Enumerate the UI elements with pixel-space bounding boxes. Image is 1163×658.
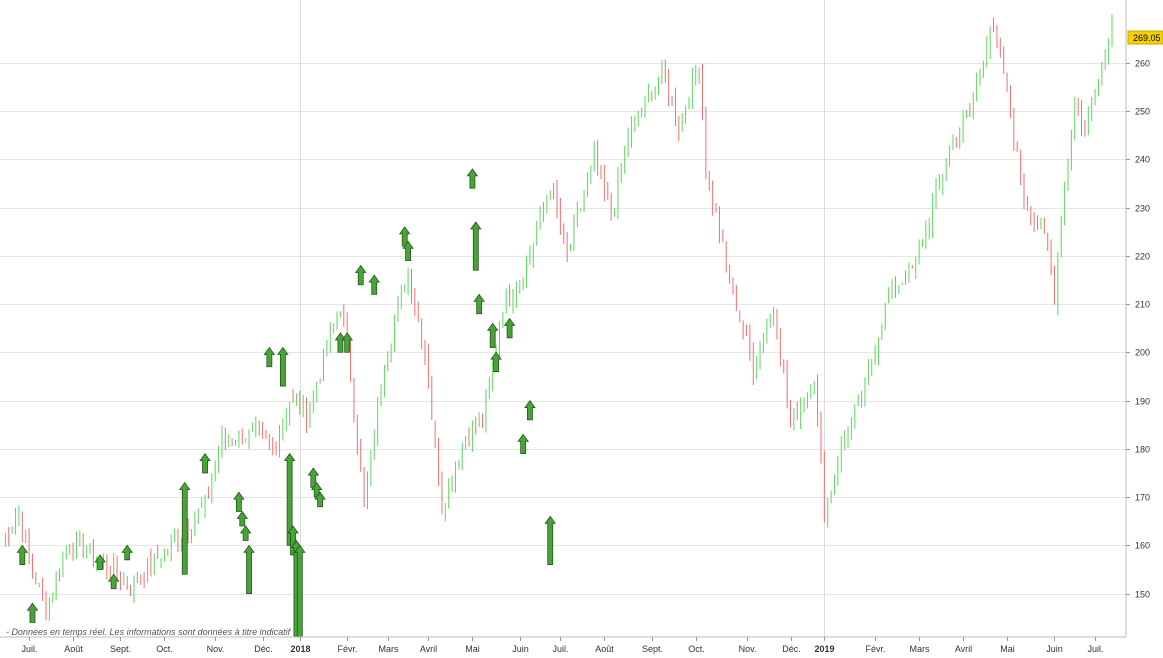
buy-signal-arrow — [243, 544, 255, 594]
buy-signal-arrow — [524, 399, 536, 421]
buy-signal-arrow — [486, 322, 499, 348]
buy-signal-arrow — [233, 491, 245, 512]
y-tick-label: 190 — [1135, 397, 1150, 407]
y-tick-label: 230 — [1135, 204, 1150, 214]
x-tick-label: Juil. — [21, 644, 37, 654]
y-tick-label: 150 — [1135, 590, 1150, 600]
x-tick-label: Oct. — [688, 644, 705, 654]
x-tick-label: 2019 — [814, 644, 834, 654]
x-tick-label: Nov. — [739, 644, 757, 654]
buy-signal-arrow — [314, 491, 326, 508]
current-price-label: 269.05 — [1133, 33, 1161, 43]
x-tick-label: Mai — [465, 644, 480, 654]
y-tick-label: 160 — [1135, 541, 1150, 551]
x-axis-ticks: Juil. Août Sept. Oct. Nov. Déc. 2018 Févr. Mars A… — [21, 637, 1104, 654]
y-tick-label: 180 — [1135, 445, 1150, 455]
x-tick-label: Juil. — [1087, 644, 1103, 654]
y-tick-label: 210 — [1135, 300, 1150, 310]
x-tick-label: Juin — [1046, 644, 1063, 654]
x-tick-label: Févr. — [337, 644, 357, 654]
buy-signal-arrow — [473, 293, 485, 315]
buy-signal-arrow — [341, 332, 353, 353]
y-tick-label: 220 — [1135, 252, 1150, 262]
x-tick-label: Mars — [379, 644, 399, 654]
x-tick-label: Nov. — [207, 644, 225, 654]
x-tick-label: Août — [595, 644, 614, 654]
y-axis-ticks: 150 160 170 180 190 200 210 220 230 240 250 260 — [1126, 59, 1150, 600]
buy-signal-arrow — [354, 264, 367, 286]
buy-signal-arrow — [178, 481, 191, 575]
buy-signal-arrow — [466, 168, 479, 189]
x-tick-label: Avril — [955, 644, 972, 654]
price-label-box: 269.05 — [1127, 30, 1163, 45]
candlesticks — [4, 14, 1113, 621]
buy-signal-arrow — [263, 346, 276, 368]
buy-signal-arrow — [470, 221, 482, 271]
x-tick-label: Févr. — [865, 644, 885, 654]
y-tick-label: 250 — [1135, 107, 1150, 117]
buy-signal-arrow — [490, 351, 502, 372]
buy-signal-arrow — [94, 554, 106, 570]
buy-signal-arrow — [277, 346, 289, 387]
signal-arrows — [16, 168, 557, 638]
x-tick-label: Sept. — [110, 644, 131, 654]
buy-signal-arrow — [402, 240, 414, 261]
x-tick-label: Mars — [910, 644, 930, 654]
buy-signal-arrow — [544, 515, 557, 566]
buy-signal-arrow — [283, 452, 296, 546]
buy-signal-arrow — [26, 602, 39, 623]
y-tick-label: 200 — [1135, 348, 1150, 358]
x-tick-label: Oct. — [156, 644, 173, 654]
buy-signal-arrow — [199, 452, 211, 474]
buy-signal-arrow — [236, 510, 249, 527]
x-tick-label: Août — [64, 644, 83, 654]
grid-lines — [0, 0, 1126, 637]
price-label-background — [1127, 30, 1163, 45]
buy-signal-arrow — [16, 544, 29, 566]
x-tick-label: 2018 — [290, 644, 310, 654]
y-tick-label: 170 — [1135, 493, 1150, 503]
buy-signal-arrow — [368, 274, 381, 295]
buy-signal-arrow — [121, 544, 133, 561]
disclaimer-note: - Donnees en temps réel. Les information… — [6, 627, 291, 637]
buy-signal-arrow — [517, 433, 529, 455]
x-tick-label: Juin — [512, 644, 529, 654]
buy-signal-arrow — [287, 525, 299, 556]
x-tick-label: Mai — [1000, 644, 1015, 654]
x-tick-label: Déc. — [782, 644, 801, 654]
x-tick-label: Déc. — [254, 644, 273, 654]
y-tick-label: 260 — [1135, 59, 1150, 69]
buy-signal-arrow — [503, 317, 516, 339]
y-tick-label: 240 — [1135, 155, 1150, 165]
x-tick-label: Juil. — [552, 644, 568, 654]
x-tick-label: Sept. — [642, 644, 663, 654]
buy-signal-arrow — [239, 525, 252, 541]
x-tick-label: Avril — [420, 644, 437, 654]
buy-signal-arrow — [107, 573, 120, 590]
